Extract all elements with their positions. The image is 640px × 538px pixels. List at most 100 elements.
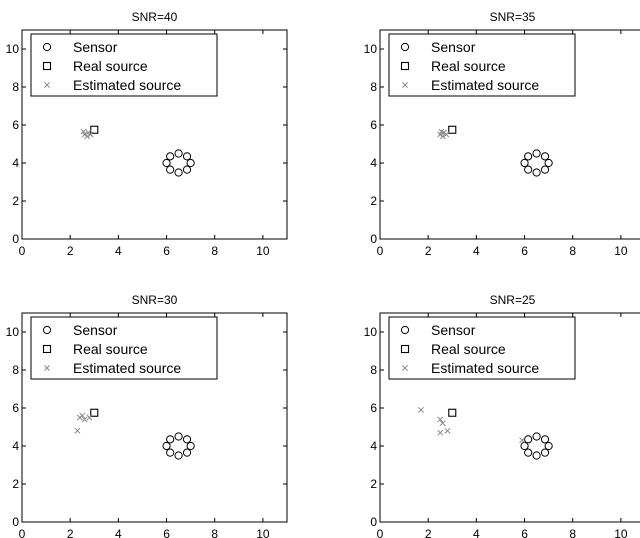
- y-tick-label: 10: [6, 325, 20, 339]
- y-tick-label: 4: [12, 439, 19, 453]
- legend-real-source-icon: [400, 344, 410, 354]
- legend-label: Real source: [431, 341, 506, 357]
- real-source-marker: [448, 408, 457, 417]
- x-tick-label: 2: [67, 527, 74, 538]
- x-tick-label: 0: [19, 527, 26, 538]
- x-tick-label: 4: [115, 527, 122, 538]
- legend-sensor-icon: [400, 42, 410, 52]
- sensor-marker: [520, 158, 529, 168]
- estimated-source-marker: [438, 128, 445, 135]
- y-tick-label: 0: [12, 232, 19, 246]
- legend-label: Sensor: [431, 322, 476, 338]
- sensor-marker: [540, 152, 550, 161]
- legend-sensor-icon: [42, 42, 52, 52]
- y-tick-label: 2: [370, 194, 377, 208]
- x-tick-label: 2: [425, 244, 432, 258]
- sensor-marker: [524, 435, 533, 444]
- legend-estimated-source-icon: [44, 365, 50, 371]
- subplot-4: SNR=25 0 2 4 6 8 10 0 2 4 6 8 10 Sensor Real source Est…: [364, 293, 640, 538]
- y-tick-label: 6: [370, 118, 377, 132]
- y-tick-label: 6: [12, 401, 19, 415]
- legend-label: Sensor: [73, 322, 118, 338]
- estimated-source-marker: [437, 416, 444, 423]
- legend-label: Estimated source: [431, 77, 539, 93]
- sensor-marker: [524, 448, 533, 457]
- estimated-source-marker: [519, 437, 526, 444]
- sensor-marker: [544, 158, 553, 168]
- y-tick-label: 8: [12, 363, 19, 377]
- sensor-marker: [540, 435, 550, 444]
- sensor-marker: [182, 435, 192, 444]
- sensor-marker: [174, 168, 183, 177]
- x-tick-label: 10: [614, 244, 628, 258]
- estimated-source-marker: [81, 416, 88, 423]
- sensor-marker: [524, 152, 533, 161]
- sensor-marker: [166, 165, 175, 174]
- x-tick-label: 6: [163, 527, 170, 538]
- sensor-marker: [186, 441, 195, 451]
- estimated-source-marker: [444, 427, 451, 434]
- sensor-marker: [166, 152, 175, 161]
- real-source-marker: [90, 408, 99, 417]
- estimated-source-marker: [84, 133, 90, 140]
- x-tick-label: 0: [377, 527, 384, 538]
- sensor-marker: [540, 165, 550, 174]
- x-tick-label: 10: [256, 527, 270, 538]
- x-tick-label: 10: [614, 527, 628, 538]
- legend-label: Estimated source: [73, 77, 181, 93]
- sensor-marker: [162, 158, 171, 168]
- x-tick-label: 0: [377, 244, 384, 258]
- estimated-source-marker: [439, 420, 446, 427]
- legend-label: Real source: [73, 341, 148, 357]
- x-tick-label: 4: [473, 244, 480, 258]
- chart-title: SNR=30: [132, 293, 178, 307]
- y-tick-label: 0: [12, 515, 19, 529]
- x-tick-label: 2: [425, 527, 432, 538]
- legend-estimated-source-icon: [44, 82, 50, 88]
- legend-box: [388, 33, 576, 97]
- legend-label: Estimated source: [73, 360, 181, 376]
- x-tick-label: 8: [569, 527, 576, 538]
- subplot-2: SNR=35 0 2 4 6 8 10 0 2 4 6 8 10 Sensor Real source Est…: [364, 10, 640, 258]
- x-tick-label: 4: [473, 527, 480, 538]
- legend-box: [30, 33, 218, 97]
- estimated-source-marker: [87, 131, 94, 138]
- subplot-3: SNR=30 0 2 4 6 8 10 0 2 4 6 8 10 Sensor Real source Est…: [6, 293, 288, 538]
- sensor-marker: [166, 435, 175, 444]
- y-tick-label: 6: [370, 401, 377, 415]
- legend-label: Real source: [73, 58, 148, 74]
- legend-label: Sensor: [73, 39, 118, 55]
- x-tick-label: 4: [115, 244, 122, 258]
- legend-estimated-source-icon: [402, 82, 408, 88]
- sensor-marker: [532, 149, 541, 158]
- sensor-marker: [524, 165, 533, 174]
- sensor-marker: [532, 451, 541, 460]
- y-tick-label: 10: [364, 325, 378, 339]
- x-tick-label: 6: [521, 244, 528, 258]
- legend-estimated-source-icon: [402, 365, 408, 371]
- sensor-marker: [174, 149, 183, 158]
- y-tick-label: 8: [12, 80, 19, 94]
- sensor-marker: [532, 432, 541, 441]
- y-tick-label: 0: [370, 232, 377, 246]
- chart-title: SNR=40: [132, 10, 178, 24]
- x-tick-label: 8: [211, 244, 218, 258]
- sensor-marker: [544, 441, 553, 451]
- chart-title: SNR=35: [490, 10, 536, 24]
- x-tick-label: 8: [569, 244, 576, 258]
- y-tick-label: 2: [12, 194, 19, 208]
- y-tick-label: 4: [370, 156, 377, 170]
- sensor-marker: [540, 448, 550, 457]
- estimated-source-marker: [79, 412, 86, 419]
- x-tick-label: 0: [19, 244, 26, 258]
- sensor-marker: [182, 448, 192, 457]
- x-tick-label: 8: [211, 527, 218, 538]
- estimated-source-marker: [74, 427, 81, 434]
- x-tick-label: 10: [256, 244, 270, 258]
- sensor-marker: [174, 451, 183, 460]
- real-source-marker: [90, 125, 99, 134]
- sensor-marker: [532, 168, 541, 177]
- estimated-source-marker: [418, 406, 424, 413]
- chart-title: SNR=25: [490, 293, 536, 307]
